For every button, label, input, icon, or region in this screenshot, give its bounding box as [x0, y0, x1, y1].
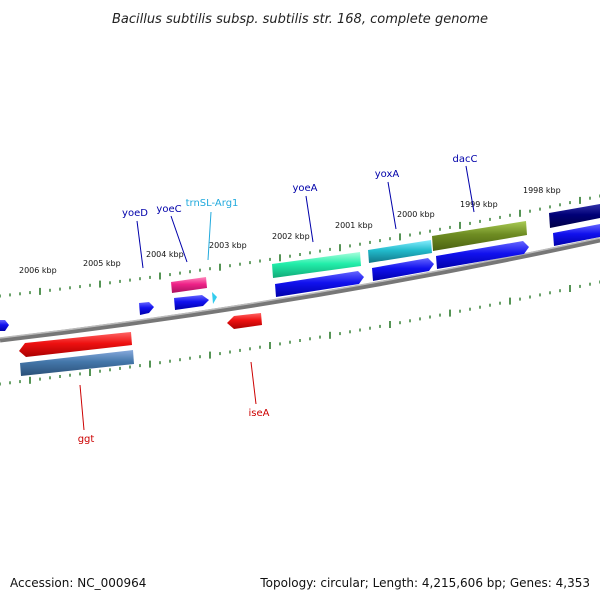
gene-labels: ggt iseA yoeD yoeC trnSL-Arg1 yoeA yoxA …: [78, 154, 478, 445]
gene-label-ggt[interactable]: ggt: [78, 434, 95, 445]
scale-label-2006: 2006 kbp: [19, 266, 57, 275]
feature-yoeC-cds[interactable]: [174, 295, 209, 310]
scale-label-2003: 2003 kbp: [209, 241, 247, 250]
gene-label-yoeA[interactable]: yoeA: [292, 183, 317, 194]
feature-yoxA-cds[interactable]: [372, 258, 434, 281]
gene-label-yoxA[interactable]: yoxA: [375, 169, 400, 180]
genome-backbone: [0, 237, 600, 343]
gene-label-dacC[interactable]: dacC: [453, 154, 478, 165]
map-title: Bacillus subtilis subsp. subtilis str. 1…: [112, 12, 488, 27]
feature-iseA[interactable]: [227, 313, 262, 329]
scale-label-2004: 2004 kbp: [146, 250, 184, 259]
scale-labels: 2006 kbp 2005 kbp 2004 kbp 2003 kbp 2002…: [19, 186, 561, 275]
feature-yoeD[interactable]: [139, 302, 154, 315]
feature-yoxA-gene[interactable]: [368, 240, 432, 263]
scale-label-1998: 1998 kbp: [523, 186, 561, 195]
gene-label-yoeC[interactable]: yoeC: [156, 204, 181, 215]
gene-label-trnSL-Arg1[interactable]: trnSL-Arg1: [186, 198, 239, 209]
reverse-strand-features: [19, 313, 262, 376]
accession-text: Accession: NC_000964: [10, 576, 147, 590]
feature-right-gene[interactable]: [549, 204, 600, 228]
genome-summary-text: Topology: circular; Length: 4,215,606 bp…: [260, 576, 590, 590]
feature-dacC-cds[interactable]: [436, 241, 529, 269]
scale-ticks-outer: [0, 194, 600, 298]
gene-label-iseA[interactable]: iseA: [249, 408, 270, 419]
scale-label-2000: 2000 kbp: [397, 210, 435, 219]
feature-yoeA-cds[interactable]: [275, 271, 364, 297]
feature-ggt-gene[interactable]: [19, 332, 132, 357]
genome-backbone-highlight: [0, 237, 600, 339]
scale-label-1999: 1999 kbp: [460, 200, 498, 209]
label-leaders: [79, 165, 475, 431]
feature-yoeA-gene[interactable]: [272, 252, 361, 278]
feature-left-edge[interactable]: [0, 320, 9, 331]
feature-trnSL-Arg1[interactable]: [212, 292, 217, 304]
feature-dacC-gene[interactable]: [432, 221, 527, 251]
feature-yoeC-gene[interactable]: [171, 277, 207, 293]
gene-label-yoeD[interactable]: yoeD: [122, 208, 148, 219]
feature-ggt-cds[interactable]: [20, 350, 134, 376]
scale-label-2002: 2002 kbp: [272, 232, 310, 241]
scale-ticks-inner: [0, 280, 600, 386]
scale-label-2001: 2001 kbp: [335, 221, 373, 230]
forward-strand-features: [0, 204, 600, 331]
scale-label-2005: 2005 kbp: [83, 259, 121, 268]
feature-right-cds[interactable]: [553, 224, 600, 246]
